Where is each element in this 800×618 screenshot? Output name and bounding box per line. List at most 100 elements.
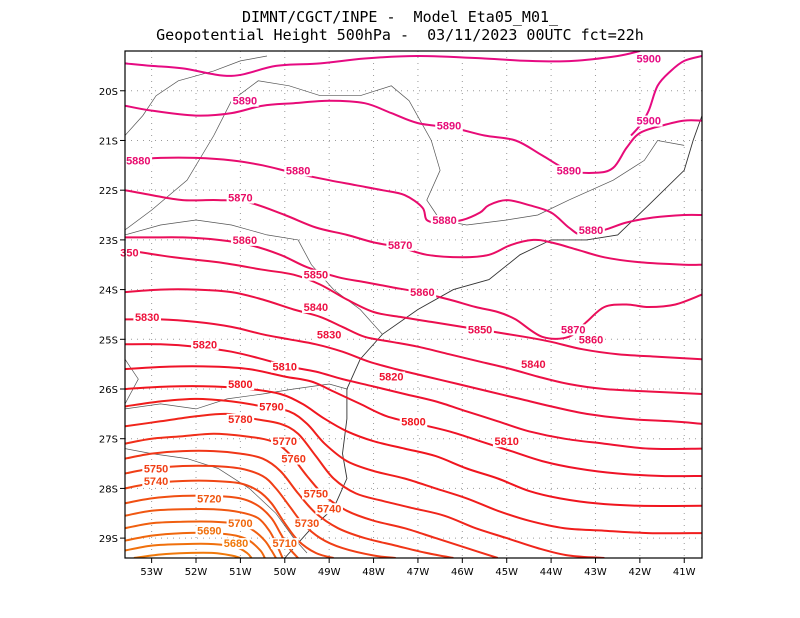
lon-tick-label: 53W xyxy=(140,567,163,578)
contour-label-bg xyxy=(195,525,224,537)
contour-5830 xyxy=(125,318,702,425)
contour-label-bg xyxy=(302,269,330,281)
contour-label: 5840 xyxy=(304,302,328,314)
contour-label-bg xyxy=(226,192,255,204)
contour-label-bg xyxy=(270,361,299,373)
lon-tick-label: 42W xyxy=(629,567,652,578)
contour-label-bg xyxy=(435,120,463,132)
contour-label-bg xyxy=(466,324,494,336)
contour-label: 5870 xyxy=(228,193,252,205)
contour-label: 5680 xyxy=(224,538,248,550)
contour-label: 5810 xyxy=(494,436,518,448)
contour-5870 xyxy=(125,189,702,266)
lat-axis: 20S 21S 22S 23S 24S 25S 26S 27S 28S 29S xyxy=(99,87,125,545)
contour-label-bg xyxy=(577,334,605,346)
lat-tick-label: 25S xyxy=(99,335,118,346)
lat-tick-label: 26S xyxy=(99,385,118,396)
lat-tick-label: 29S xyxy=(99,534,118,545)
plot-frame xyxy=(124,50,703,559)
contour-label-bg xyxy=(559,324,588,336)
contour-label-bg xyxy=(279,453,308,465)
contour-label: 5710 xyxy=(273,538,297,550)
contour-label: 5880 xyxy=(126,155,150,167)
contour-label: 5780 xyxy=(228,414,252,426)
contour-label: 5800 xyxy=(401,416,425,428)
coastline xyxy=(284,115,703,559)
contour-label-bg xyxy=(302,301,330,313)
contour-label-bg xyxy=(191,339,219,351)
height-contours xyxy=(125,51,702,558)
contour-label-bg xyxy=(270,538,299,550)
contour-label: 5870 xyxy=(561,324,585,336)
lon-tick-label: 48W xyxy=(362,567,385,578)
lon-tick-label: 43W xyxy=(584,567,607,578)
lon-tick-label: 46W xyxy=(451,567,474,578)
contour-label-bg xyxy=(142,475,170,487)
contour-label-bg xyxy=(231,95,259,107)
contour-label: 350 xyxy=(120,247,138,259)
contour-label: 5840 xyxy=(521,359,545,371)
contour-5880 xyxy=(125,156,702,236)
contour-label-bg xyxy=(519,359,548,371)
contour-label: 5860 xyxy=(410,287,434,299)
lon-tick-label: 41W xyxy=(673,567,696,578)
contour-5890 xyxy=(125,99,702,174)
contour-5820 xyxy=(125,343,702,450)
contour-label-bg xyxy=(124,155,153,167)
state-border xyxy=(124,359,139,405)
lat-tick-label: 22S xyxy=(99,186,118,197)
contour-5900 xyxy=(125,51,641,77)
lon-axis: 53W 52W 51W 50W 49W 48W 47W 46W 45W 44W 43W 42W 41W xyxy=(140,558,696,578)
lat-tick-label: 21S xyxy=(99,136,118,147)
contour-label: 5860 xyxy=(233,235,257,247)
contour-label-bg xyxy=(226,518,255,530)
contour-label-bg xyxy=(293,518,321,530)
state-border xyxy=(124,383,347,410)
contour-label-bg xyxy=(430,215,459,226)
contour-label: 5830 xyxy=(317,329,341,341)
contour-label: 5890 xyxy=(557,165,581,177)
contour-label: 5730 xyxy=(295,518,319,530)
contour-label-bg xyxy=(226,379,255,391)
contour-label-bg xyxy=(257,401,286,413)
contour-label-bg xyxy=(399,416,428,428)
contour-label-bg xyxy=(195,493,224,505)
contour-5700 xyxy=(125,531,266,558)
coastline-borders xyxy=(124,55,703,559)
contour-label: 5750 xyxy=(144,464,168,476)
contour-label: 5770 xyxy=(273,436,297,448)
contour-label: 5880 xyxy=(579,225,603,237)
lat-tick-label: 23S xyxy=(99,236,118,247)
contour-label: 5850 xyxy=(304,270,328,282)
contour-label-bg xyxy=(634,115,663,127)
state-border xyxy=(124,55,268,136)
lat-tick-label: 28S xyxy=(99,484,118,495)
contour-5790 xyxy=(125,397,702,535)
contour-label-bg xyxy=(284,165,312,177)
contour-label-bg xyxy=(222,538,250,550)
contour-label: 5740 xyxy=(317,503,341,515)
lon-tick-label: 51W xyxy=(229,567,252,578)
contour-5780 xyxy=(125,412,605,558)
contour-label: 5850 xyxy=(468,324,492,336)
contour-label-bg xyxy=(142,463,170,475)
contour-labels: 5900 5900 5890 5890 5890 5880 5880 5880 5880 5870… xyxy=(118,53,663,550)
contour-label-bg xyxy=(302,488,330,500)
contour-label: 5820 xyxy=(193,339,217,351)
contour-label-bg xyxy=(226,413,255,425)
contour-label: 5830 xyxy=(135,312,159,324)
contour-label-bg xyxy=(231,234,259,246)
contour-label-bg xyxy=(408,287,437,299)
contour-label: 5860 xyxy=(579,334,603,346)
contour-label: 5690 xyxy=(197,526,221,538)
contour-label: 5870 xyxy=(388,240,412,252)
contour-5680 xyxy=(133,551,241,558)
lat-tick-label: 27S xyxy=(99,435,118,446)
lat-tick-label: 20S xyxy=(99,87,118,98)
contour-5840 xyxy=(125,288,702,395)
lon-tick-label: 47W xyxy=(407,567,430,578)
contour-label-bg xyxy=(386,239,414,251)
contour-label-bg xyxy=(133,311,161,323)
contour-label-bg xyxy=(492,436,521,448)
